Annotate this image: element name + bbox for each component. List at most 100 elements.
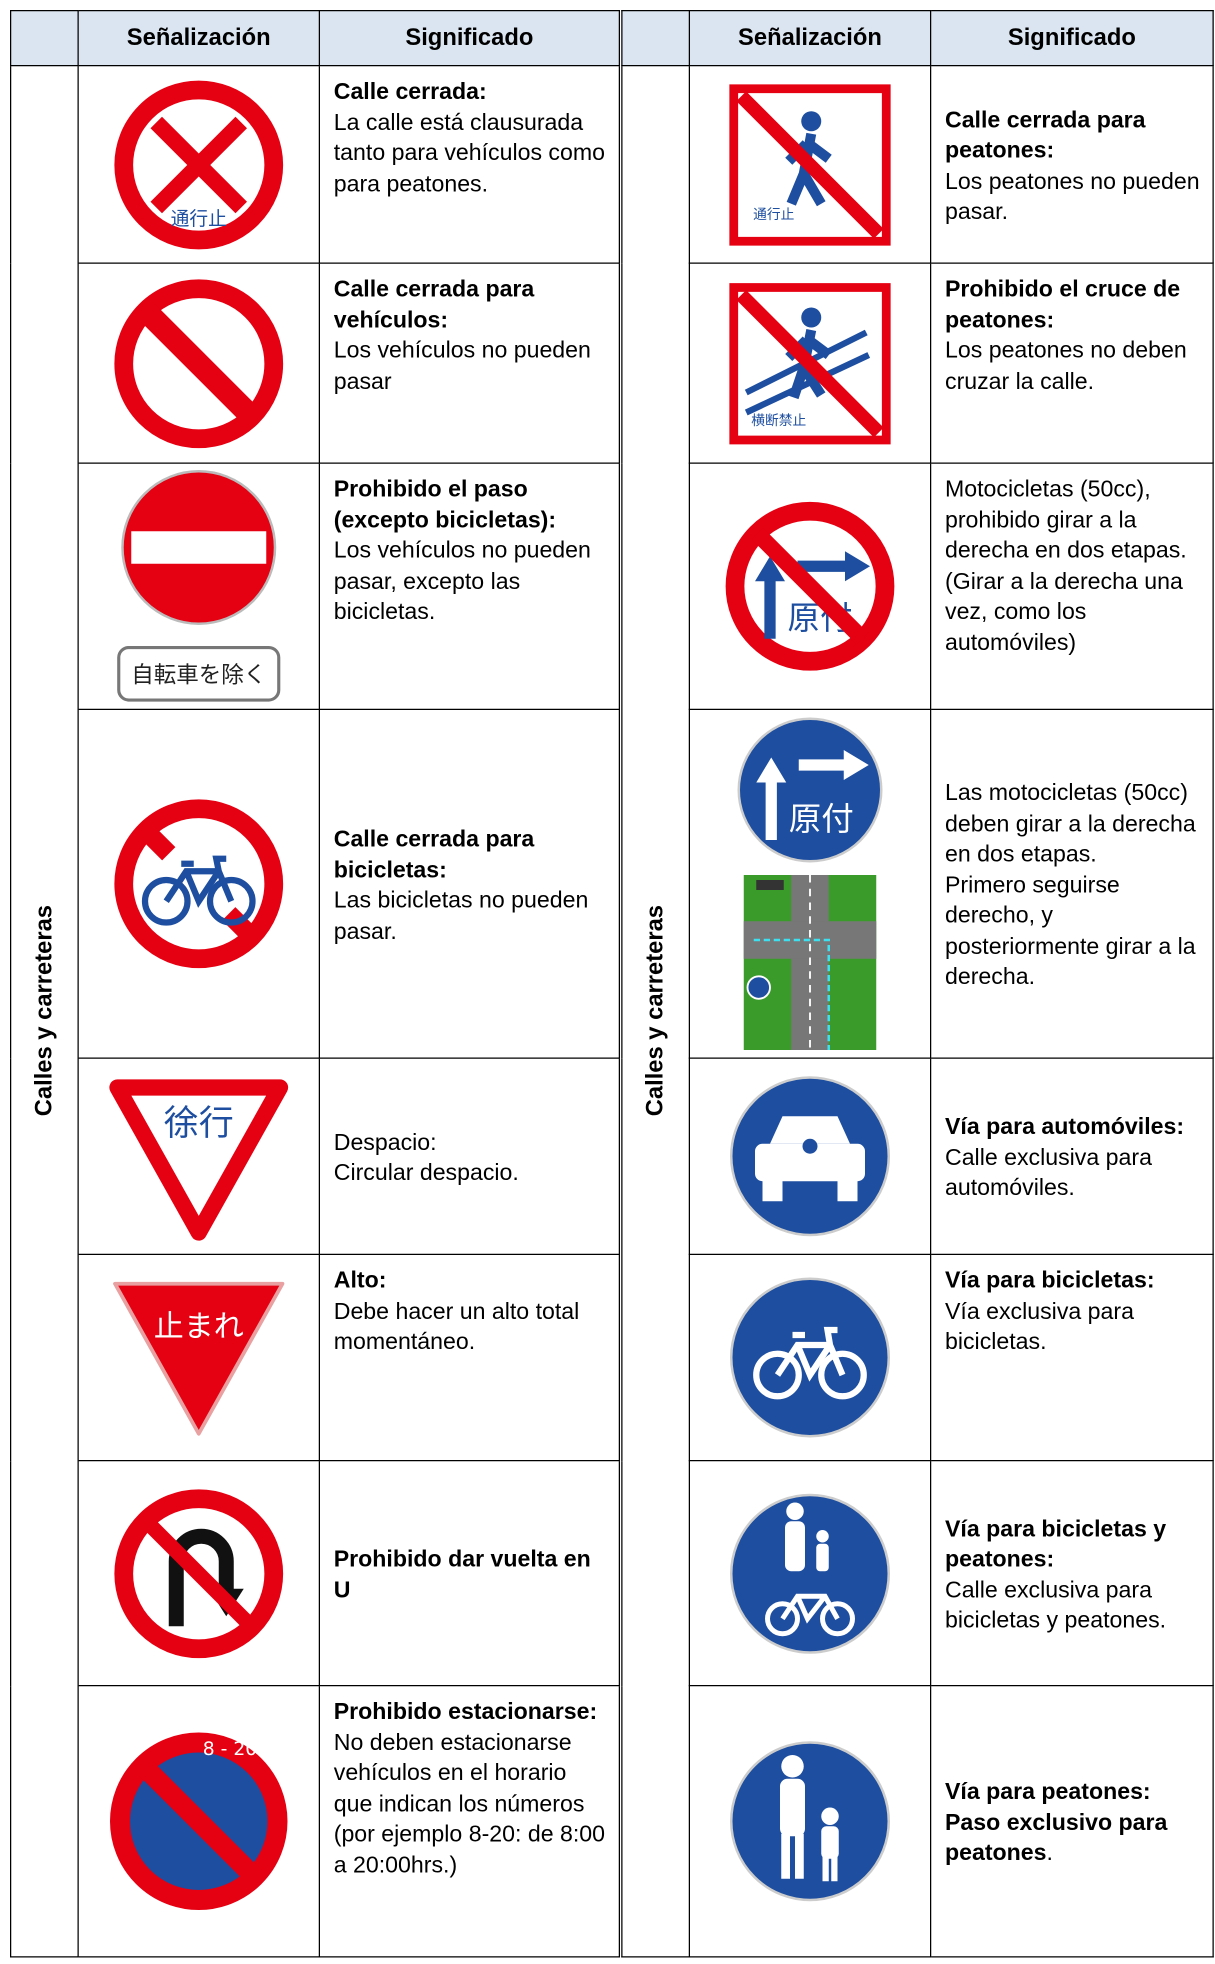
sign-icon [114,278,284,448]
bold-text: Prohibido dar vuelta en U [333,1545,591,1602]
sign-shape [762,1178,783,1202]
sign-shape [756,880,784,890]
sign-text: 8 - 20 [203,1739,257,1760]
sign-shape [816,1543,829,1571]
table-row: 自転車を除く Prohibido el paso (excepto bicicl… [11,462,620,710]
table-cell [77,708,320,1059]
sign-shape [843,750,869,780]
table-cell: 原付 [688,708,932,1059]
bold-text: Vía para automóviles: [945,1112,1185,1140]
sign-icon [114,799,284,969]
header-cell [10,10,79,67]
table-cell: Prohibido el cruce de peatones: Los peato… [930,262,1214,464]
table-cell: Prohibido dar vuelta en U [318,1460,620,1687]
bold-text: Calle cerrada para vehículos: [333,275,535,332]
body-text: Las bicicletas no pueden pasar. [333,886,589,944]
sign-icon [730,1741,890,1902]
header-row: Señalización Significado [10,10,620,67]
table-cell: 通行止 [688,65,932,264]
sign-icon [114,1488,284,1658]
body-text: Debe hacer un alto total momentáneo. [333,1296,580,1354]
body-text: Los peatones no deben cruzar la calle. [945,336,1187,394]
sign-shape [774,1326,846,1382]
table-row: Calle cerrada para vehículos: Los vehícul… [11,262,620,464]
sign-shape [765,759,849,840]
section-cell: Calles y carreteras [10,65,79,1958]
table-cell [688,1685,932,1958]
table-cell: 止まれ [77,1253,320,1462]
body-text: Vía exclusiva para bicicletas. [945,1296,1134,1354]
sign-shape [765,1593,855,1636]
section-cell: Calles y carreteras [621,65,690,1958]
bold-text: Alto: [333,1266,387,1293]
table-row: Prohibido dar vuelta en U [11,1460,620,1687]
table-cell [77,262,320,464]
sign-shape [753,938,830,1050]
sign-shape [109,1078,289,1240]
sign-shape [114,799,284,969]
table-cell [77,1460,320,1687]
body-text: Los vehículos no pueden pasar, excepto l… [333,536,591,624]
table-cell: 横断禁止 [688,262,932,464]
sign-shape [150,116,247,213]
body-text: Despacio: Circular despacio. [333,1128,519,1185]
body-text: Calle exclusiva para automóviles. [945,1143,1152,1201]
sign-icon: 原付 [737,717,883,1050]
sign-icon: 通行止 [114,80,284,249]
sign-shape [780,1778,805,1837]
header-cell: Señalización [77,10,320,67]
bold-text: Prohibido el paso (excepto bicicletas): [333,475,557,532]
table-row: Vía para automóviles: Calle exclusiva par… [622,1057,1214,1255]
table-cell: 通行止 [77,65,320,264]
sign-shape [746,975,771,1000]
header-row: Señalización Significado [621,10,1214,67]
bold-text: Prohibido el cruce de peatones: [945,275,1181,332]
sign-shape [837,1178,858,1202]
sign-shape [781,1755,804,1778]
sign-shape [137,1760,260,1883]
sign-shape [730,1277,890,1438]
table-body: Señalización Significado Calles y carret… [621,10,1214,1958]
sign-icon [730,1493,890,1654]
sign-shape [765,1600,800,1636]
table-cell [688,1253,932,1462]
table-row: Calles y carreteras 通行止 Calle cerrada: La… [10,65,620,1958]
sign-shape [802,1138,818,1154]
bold-text: Calle cerrada para bicicletas: [333,825,535,882]
sign-shape [781,1833,790,1879]
sign-shape [785,132,832,206]
sign-shape [117,645,281,702]
table-row: Vía para peatones: Paso exclusivo para p… [622,1685,1214,1958]
sign-text: 原付 [789,800,854,838]
sign-shape [753,1350,802,1400]
sign-shape [795,1833,804,1879]
body-text: Los peatones no pueden pasar. [945,166,1200,224]
body-text: Las motocicletas (50cc) deben girar a la… [945,779,1196,990]
body-text: No deben estacionarse vehículos en el ho… [333,1728,605,1877]
sign-shape [737,717,883,863]
sign-text: 止まれ [154,1309,244,1344]
body-text: La calle está clausurada tanto para vehí… [333,108,605,196]
sign-shape [730,1493,890,1654]
bold-text: Vía para bicicletas y peatones: [945,1514,1167,1572]
table-cell: 原付 [688,462,932,710]
table-row: Vía para bicicletas: Vía exclusiva para b… [622,1253,1214,1462]
sign-text: 通行止 [753,206,795,222]
table-cell: Calle cerrada para peatones: Los peatones… [930,65,1214,264]
body-text: . [1046,1839,1053,1866]
sign-shape [756,757,787,783]
bold-text: Vía para bicicletas: [945,1266,1155,1293]
sign-icon: 原付 [725,501,895,671]
table-row: 8 - 20 Prohibido estacionarse: No deben e… [11,1685,620,1958]
body-text: Calle exclusiva para bicicletas y peaton… [945,1575,1167,1633]
sign-shape [801,110,822,131]
left-table: Señalización Significado Calles y carret… [10,10,620,1958]
table-cell: Las motocicletas (50cc) deben girar a la… [930,708,1214,1059]
sign-shape [770,1116,850,1144]
sign-shape [816,1529,829,1542]
sign-shape [142,827,176,861]
table-row: Calles y carreteras 通行止 Calle cerrada pa… [621,65,1214,1958]
